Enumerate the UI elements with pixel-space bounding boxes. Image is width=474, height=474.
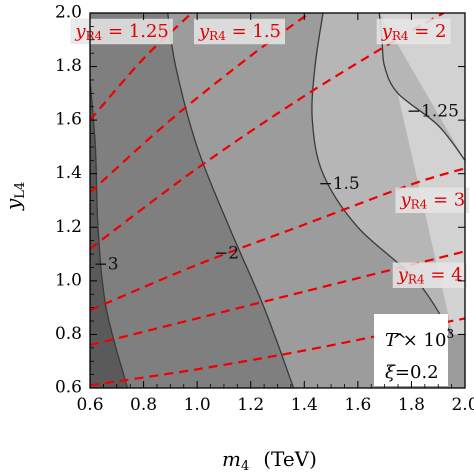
y-tick-label: 2.0 bbox=[55, 3, 82, 23]
contour-value-label: −1.5 bbox=[318, 174, 359, 194]
fill-region-level-3 bbox=[90, 13, 294, 388]
yR4-label: yR4 = 4 bbox=[392, 262, 467, 288]
y-tick-label: 1.8 bbox=[55, 56, 82, 76]
x-tick-label: 1.4 bbox=[291, 395, 318, 415]
y-axis: 0.6 0.8 1.0 1.2 1.4 1.6 1.8 2.0 bbox=[55, 3, 465, 398]
yR4-label: yR4 = 2 bbox=[376, 18, 451, 45]
annotation-line-2: ξ=0.2 bbox=[385, 362, 439, 383]
x-tick-label: 1.0 bbox=[184, 395, 211, 415]
yR4-line bbox=[90, 250, 465, 347]
yR4-line bbox=[90, 13, 193, 121]
yR4-label: yR4 = 1.5 bbox=[194, 18, 285, 45]
x-axis-title: m4 (TeV) bbox=[222, 447, 317, 474]
yR4-label-text: yR4 = 4 bbox=[397, 265, 463, 287]
contour-value-label: −2 bbox=[214, 244, 239, 264]
yR4-line bbox=[90, 167, 465, 312]
contour-fill-regions bbox=[90, 13, 465, 388]
x-axis: 0.6 0.8 1.0 1.2 1.4 1.6 1.8 2.0 bbox=[76, 13, 474, 415]
x-tick-label: 0.8 bbox=[130, 395, 157, 415]
yR4-label-text: yR4 = 2 bbox=[381, 21, 447, 43]
y-tick-label: 1.2 bbox=[55, 217, 82, 237]
x-tick-label: 2.0 bbox=[451, 395, 474, 415]
yR4-label-background bbox=[392, 262, 467, 288]
x-tick-label: 1.8 bbox=[398, 395, 425, 415]
contour-line bbox=[167, 13, 295, 388]
contour-value-label: −1.25 bbox=[407, 102, 459, 122]
annotation-hat: ^ bbox=[392, 330, 407, 351]
yR4-label-text: yR4 = 1.5 bbox=[198, 21, 281, 43]
yR4-label: yR4 = 1.25 bbox=[70, 18, 173, 45]
contour-value-label: −3 bbox=[94, 254, 119, 274]
y-tick-label: 0.6 bbox=[55, 378, 82, 398]
yR4-labels: yR4 = 1.25 yR4 = 1.5 yR4 = 2 yR4 = 3 yR4 = 4 bbox=[70, 18, 470, 288]
x-tick-label: 1.2 bbox=[237, 395, 264, 415]
y-axis-title: yL4 bbox=[1, 182, 28, 211]
yR4-label: yR4 = 3 bbox=[395, 187, 470, 213]
yR4-label-background bbox=[376, 18, 451, 45]
y-tick-label: 1.6 bbox=[55, 110, 82, 130]
plot-area: −3 −2 −1.5 −1.25 yR4 = 1.25 yR4 = 1.5 yR4 = 2… bbox=[70, 12, 470, 389]
contour-line bbox=[90, 79, 129, 388]
y-tick-label: 1.0 bbox=[55, 270, 82, 290]
yR4-label-text: yR4 = 3 bbox=[399, 190, 465, 212]
yR4-label-background bbox=[194, 18, 285, 45]
y-tick-label: 1.4 bbox=[55, 163, 82, 183]
fill-region-darkest bbox=[90, 80, 128, 388]
annotation-background bbox=[374, 314, 448, 386]
contour-labels: −3 −2 −1.5 −1.25 bbox=[94, 102, 459, 275]
x-tick-label: 1.6 bbox=[344, 395, 371, 415]
x-tick-label: 0.6 bbox=[76, 395, 103, 415]
yR4-label-background bbox=[70, 18, 173, 45]
y-tick-label: 0.8 bbox=[55, 324, 82, 344]
annotation-box: T × 103 ^ ξ=0.2 bbox=[374, 314, 454, 386]
annotation-line-1: T × 103 bbox=[385, 327, 454, 351]
yR4-label-background bbox=[395, 187, 470, 213]
